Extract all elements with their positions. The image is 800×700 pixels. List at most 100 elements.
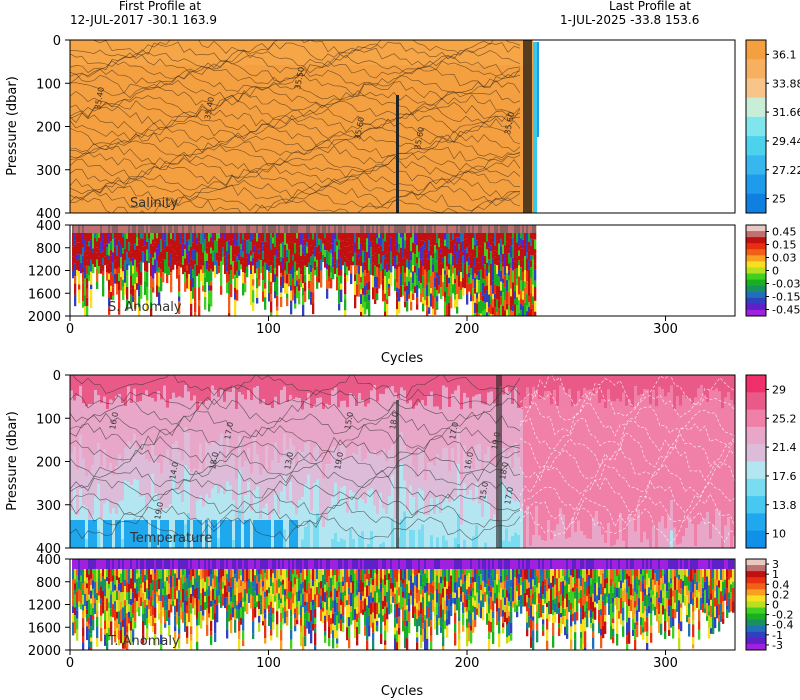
- anomaly-cell: [106, 610, 109, 624]
- temperature-cell: [601, 534, 605, 548]
- anomaly-cell: [142, 601, 145, 614]
- anomaly-cell: [284, 233, 287, 245]
- temperature-cell: [697, 388, 701, 525]
- anomaly-cell: [92, 242, 95, 249]
- anomaly-cell: [318, 277, 321, 283]
- anomaly-cell: [210, 574, 213, 587]
- anomaly-cell: [78, 233, 81, 243]
- anomaly-cell: [354, 573, 357, 585]
- anomaly-cell: [420, 628, 423, 636]
- anomaly-cell: [264, 559, 267, 569]
- anomaly-cell: [76, 575, 79, 583]
- temperature-cell: [343, 375, 347, 401]
- anomaly-cell: [436, 225, 439, 233]
- temperature-cell: [265, 520, 269, 548]
- temperature-cell: [430, 535, 434, 548]
- anomaly-cell: [530, 278, 533, 286]
- anomaly-cell: [332, 225, 335, 233]
- anomaly-cell: [302, 260, 305, 267]
- temperature-cell: [202, 404, 206, 471]
- anomaly-cell: [176, 269, 179, 279]
- temperature-cell: [454, 537, 458, 548]
- anomaly-cell: [372, 597, 375, 603]
- anomaly-cell: [516, 601, 519, 606]
- anomaly-cell: [440, 583, 443, 594]
- anomaly-cell: [296, 559, 299, 569]
- temperature-cell: [202, 470, 206, 507]
- anomaly-cell: [178, 296, 181, 302]
- anomaly-cell: [278, 599, 281, 609]
- anomaly-cell: [194, 275, 197, 288]
- anomaly-cell: [338, 258, 341, 265]
- anomaly-cell: [492, 299, 495, 308]
- anomaly-cell: [156, 559, 159, 569]
- anomaly-cell: [440, 225, 443, 233]
- temperature-cell: [448, 407, 452, 472]
- temperature-cell: [508, 487, 512, 542]
- anomaly-cell: [384, 625, 387, 631]
- anomaly-cell: [74, 233, 77, 241]
- anomaly-cell: [460, 594, 463, 602]
- temperature-cell: [388, 375, 392, 388]
- anomaly-cell: [216, 260, 219, 275]
- anomaly-cell: [260, 260, 263, 274]
- anomaly-cell: [252, 559, 255, 569]
- temperature-cell: [127, 482, 131, 522]
- anomaly-cell: [312, 614, 315, 624]
- anomaly-cell: [508, 306, 511, 316]
- temperature-cell: [358, 393, 362, 446]
- anomaly-cell: [412, 573, 415, 583]
- anomaly-cell: [366, 605, 369, 618]
- temperature-cell: [85, 538, 89, 548]
- anomaly-cell: [402, 285, 405, 296]
- anomaly-cell: [112, 252, 115, 263]
- anomaly-cell: [198, 599, 201, 612]
- anomaly-cell: [492, 242, 495, 254]
- anomaly-cell: [294, 595, 297, 609]
- anomaly-cell: [126, 582, 129, 593]
- anomaly-cell: [498, 559, 501, 569]
- temperature-cell: [238, 470, 242, 510]
- anomaly-cell: [368, 569, 371, 574]
- salinity-contours: [70, 40, 521, 213]
- colorbar-label: 0: [772, 265, 779, 278]
- anomaly-cell: [204, 581, 207, 592]
- anomaly-cell: [270, 249, 273, 255]
- colorbar-label: 0.45: [772, 226, 797, 239]
- anomaly-cell: [484, 225, 487, 233]
- temperature-cell: [709, 389, 713, 539]
- anomaly-cell: [454, 237, 457, 245]
- temperature-cell: [307, 474, 311, 520]
- anomaly-cell: [376, 602, 379, 615]
- anomaly-cell: [542, 559, 545, 569]
- anomaly-cell: [378, 268, 381, 277]
- anomaly-cell: [404, 587, 407, 599]
- anomaly-cell: [382, 269, 385, 280]
- temperature-cell: [220, 520, 224, 548]
- anomaly-cell: [210, 614, 213, 621]
- anomaly-cell: [284, 255, 287, 263]
- anomaly-cell: [164, 586, 167, 596]
- anomaly-cell: [502, 305, 505, 316]
- anomaly-cell: [296, 263, 299, 271]
- anomaly-cell: [542, 605, 545, 614]
- anomaly-cell: [422, 569, 425, 575]
- anomaly-cell: [108, 577, 111, 584]
- anomaly-cell: [452, 239, 455, 249]
- anomaly-cell: [88, 647, 91, 650]
- anomaly-cell: [422, 589, 425, 597]
- anomaly-cell: [424, 586, 427, 593]
- anomaly-cell: [422, 583, 425, 590]
- anomaly-cell: [380, 583, 383, 592]
- anomaly-cell: [500, 225, 503, 233]
- anomaly-cell: [294, 608, 297, 613]
- anomaly-cell: [242, 233, 245, 240]
- anomaly-cell: [480, 607, 483, 619]
- anomaly-cell: [162, 569, 165, 582]
- anomaly-cell: [294, 569, 297, 578]
- anomaly-cell: [448, 269, 451, 278]
- anomaly-cell: [76, 569, 79, 576]
- anomaly-cell: [388, 573, 391, 580]
- anomaly-cell: [164, 240, 167, 249]
